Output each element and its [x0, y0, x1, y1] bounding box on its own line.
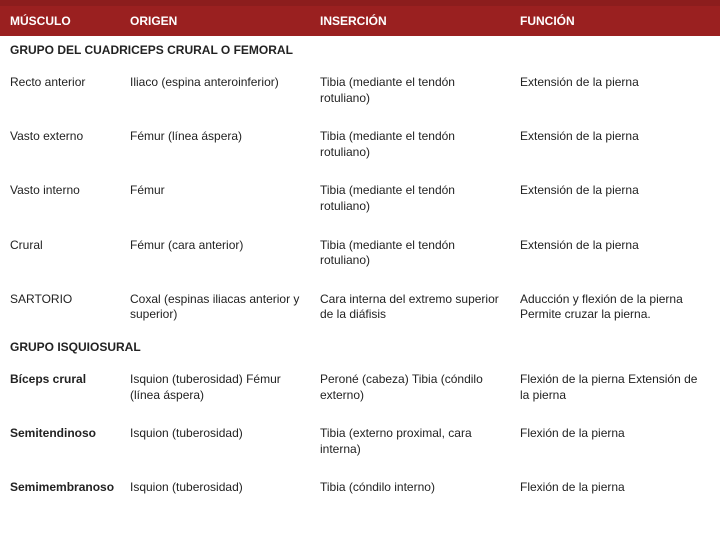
section-title: GRUPO ISQUIOSURAL — [0, 333, 720, 362]
table-row: Recto anteriorIliaco (espina anteroinfer… — [0, 65, 720, 116]
cell-insercion: Tibia (mediante el tendón rotuliano) — [310, 226, 510, 278]
cell-musculo: Semitendinoso — [0, 414, 120, 466]
section-title: GRUPO DEL CUADRICEPS CRURAL O FEMORAL — [0, 36, 720, 65]
cell-origen: Isquion (tuberosidad) Fémur (línea ásper… — [120, 363, 310, 412]
table-header: MÚSCULO ORIGEN INSERCIÓN FUNCIÓN — [0, 6, 720, 36]
cell-origen: Isquion (tuberosidad) — [120, 468, 310, 505]
cell-musculo: Bíceps crural — [0, 363, 120, 412]
header-funcion: FUNCIÓN — [510, 6, 720, 36]
cell-musculo: Vasto externo — [0, 117, 120, 169]
table-row: SemimembranosoIsquion (tuberosidad)Tibia… — [0, 467, 720, 506]
cell-origen: Iliaco (espina anteroinferior) — [120, 66, 310, 115]
cell-musculo: Recto anterior — [0, 66, 120, 115]
cell-funcion: Extensión de la pierna — [510, 117, 720, 169]
anatomy-table: { "colors": { "header_bg": "#9a2020", "h… — [0, 0, 720, 540]
cell-insercion: Tibia (mediante el tendón rotuliano) — [310, 171, 510, 223]
table-row: Vasto externoFémur (línea áspera)Tibia (… — [0, 116, 720, 170]
cell-musculo: Semimembranoso — [0, 468, 120, 505]
cell-origen: Fémur — [120, 171, 310, 223]
table-row: SARTORIOCoxal (espinas iliacas anterior … — [0, 279, 720, 333]
cell-insercion: Tibia (cóndilo interno) — [310, 468, 510, 505]
table-row: SemitendinosoIsquion (tuberosidad)Tibia … — [0, 413, 720, 467]
cell-funcion: Aducción y flexión de la pierna Permite … — [510, 280, 720, 332]
cell-funcion: Extensión de la pierna — [510, 171, 720, 223]
cell-insercion: Peroné (cabeza) Tibia (cóndilo externo) — [310, 363, 510, 412]
cell-origen: Coxal (espinas iliacas anterior y superi… — [120, 280, 310, 332]
cell-origen: Isquion (tuberosidad) — [120, 414, 310, 466]
cell-funcion: Extensión de la pierna — [510, 226, 720, 278]
cell-funcion: Flexión de la pierna Extensión de la pie… — [510, 363, 720, 412]
header-origen: ORIGEN — [120, 6, 310, 36]
cell-funcion: Flexión de la pierna — [510, 414, 720, 466]
cell-origen: Fémur (línea áspera) — [120, 117, 310, 169]
table-row: CruralFémur (cara anterior)Tibia (median… — [0, 225, 720, 279]
cell-musculo: Vasto interno — [0, 171, 120, 223]
cell-insercion: Tibia (externo proximal, cara interna) — [310, 414, 510, 466]
cell-funcion: Flexión de la pierna — [510, 468, 720, 505]
cell-insercion: Tibia (mediante el tendón rotuliano) — [310, 117, 510, 169]
cell-insercion: Tibia (mediante el tendón rotuliano) — [310, 66, 510, 115]
cell-insercion: Cara interna del extremo superior de la … — [310, 280, 510, 332]
table-row: Vasto internoFémurTibia (mediante el ten… — [0, 170, 720, 224]
table-body: GRUPO DEL CUADRICEPS CRURAL O FEMORALRec… — [0, 36, 720, 506]
cell-musculo: Crural — [0, 226, 120, 278]
header-insercion: INSERCIÓN — [310, 6, 510, 36]
cell-funcion: Extensión de la pierna — [510, 66, 720, 115]
table-row: Bíceps cruralIsquion (tuberosidad) Fémur… — [0, 362, 720, 413]
cell-musculo: SARTORIO — [0, 280, 120, 332]
cell-origen: Fémur (cara anterior) — [120, 226, 310, 278]
header-musculo: MÚSCULO — [0, 6, 120, 36]
